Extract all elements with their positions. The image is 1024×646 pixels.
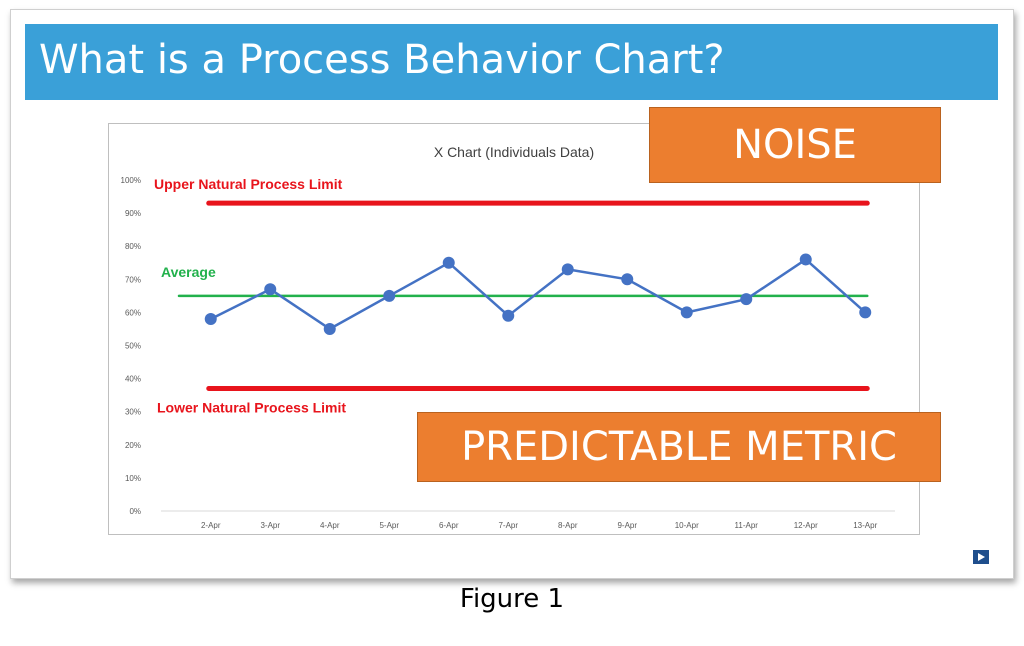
data-point <box>323 322 336 335</box>
predictable-metric-callout: PREDICTABLE METRIC <box>417 412 941 482</box>
y-tick-label: 30% <box>125 408 141 417</box>
data-point <box>621 273 634 286</box>
x-tick-label: 13-Apr <box>853 521 877 530</box>
x-tick-label: 12-Apr <box>794 521 818 530</box>
y-tick-label: 90% <box>125 209 141 218</box>
y-tick-label: 70% <box>125 275 141 284</box>
data-point <box>442 256 455 269</box>
data-series-line <box>210 258 867 331</box>
x-tick-label: 5-Apr <box>379 521 399 530</box>
y-tick-label: 80% <box>125 242 141 251</box>
title-banner: What is a Process Behavior Chart? <box>25 24 998 100</box>
slide-title: What is a Process Behavior Chart? <box>39 37 725 83</box>
x-tick-label: 8-Apr <box>558 521 578 530</box>
y-tick-label: 60% <box>125 308 141 317</box>
data-point <box>264 283 277 296</box>
y-tick-label: 0% <box>129 507 141 516</box>
slide: What is a Process Behavior Chart? X Char… <box>10 9 1014 579</box>
play-next-icon[interactable] <box>973 550 989 564</box>
lower-limit-label: Lower Natural Process Limit <box>157 400 346 416</box>
upper-limit-label: Upper Natural Process Limit <box>154 176 343 192</box>
x-tick-label: 9-Apr <box>617 521 637 530</box>
data-point <box>799 253 812 266</box>
data-point <box>859 306 872 319</box>
y-tick-label: 100% <box>121 176 141 185</box>
x-tick-label: 4-Apr <box>320 521 340 530</box>
y-tick-label: 50% <box>125 342 141 351</box>
figure-caption: Figure 1 <box>459 584 565 614</box>
data-point <box>204 313 217 326</box>
chart-title: X Chart (Individuals Data) <box>434 144 594 160</box>
average-label: Average <box>161 264 216 280</box>
data-point <box>502 309 515 322</box>
y-tick-label: 20% <box>125 441 141 450</box>
y-tick-label: 10% <box>125 474 141 483</box>
process-behavior-chart: X Chart (Individuals Data) 0% 10% 20% 30% 40%… <box>121 144 895 530</box>
x-tick-label: 2-Apr <box>201 521 221 530</box>
data-point <box>561 263 574 276</box>
data-point <box>383 289 396 302</box>
x-tick-label: 10-Apr <box>675 521 699 530</box>
x-tick-label: 3-Apr <box>260 521 280 530</box>
x-tick-label: 7-Apr <box>498 521 518 530</box>
x-tick-label: 6-Apr <box>439 521 459 530</box>
data-point <box>680 306 693 319</box>
noise-callout: NOISE <box>649 107 941 183</box>
y-tick-label: 40% <box>125 375 141 384</box>
x-tick-label: 11-Apr <box>735 521 759 530</box>
data-point <box>740 293 753 306</box>
